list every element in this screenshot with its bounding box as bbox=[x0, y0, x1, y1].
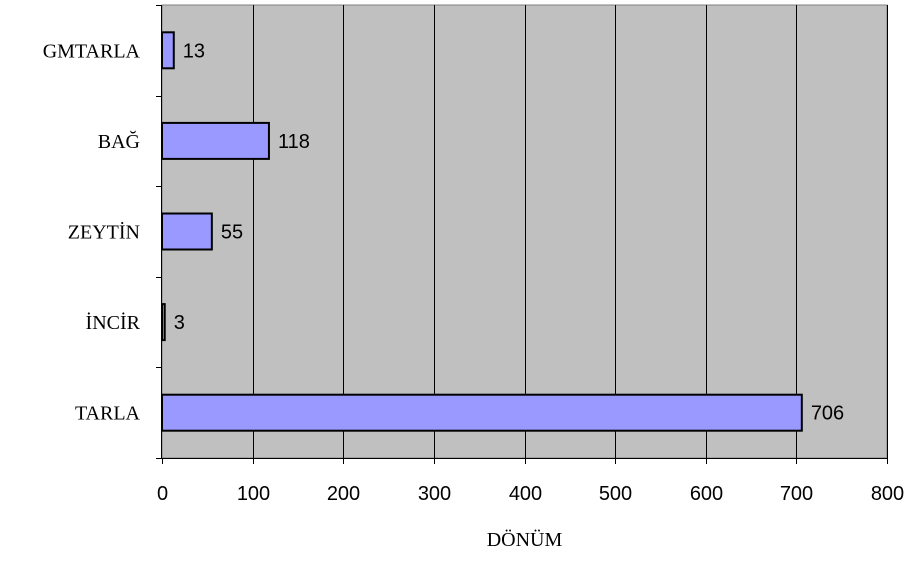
data-label: 13 bbox=[183, 40, 205, 62]
labels: 13 GMTARLA 118 BAĞ 55 ZEYTİN 3 İNCİR 706 TARLA 0 10… bbox=[43, 40, 904, 505]
gridlines bbox=[253, 5, 888, 458]
bar bbox=[161, 121, 270, 160]
x-tick-label: 400 bbox=[509, 483, 542, 505]
x-tick-label: 500 bbox=[599, 483, 632, 505]
category-label: ZEYTİN bbox=[68, 221, 140, 244]
bar bbox=[161, 393, 803, 432]
bar bbox=[161, 31, 175, 70]
category-label: TARLA bbox=[75, 403, 141, 425]
category-label: İNCİR bbox=[86, 311, 141, 334]
x-tick-label: 800 bbox=[871, 483, 904, 505]
x-tick-label: 600 bbox=[690, 483, 723, 505]
x-tick-label: 300 bbox=[418, 483, 451, 505]
x-tick-label: 100 bbox=[237, 483, 270, 505]
bars bbox=[161, 31, 803, 432]
bar bbox=[161, 212, 213, 251]
data-label: 118 bbox=[278, 131, 310, 153]
axes bbox=[156, 5, 888, 464]
data-label: 706 bbox=[811, 403, 844, 425]
category-label: GMTARLA bbox=[43, 40, 141, 62]
x-axis-title: DÖNÜM bbox=[487, 528, 563, 551]
category-label: BAĞ bbox=[98, 130, 140, 153]
x-tick-label: 0 bbox=[157, 483, 168, 505]
data-label: 55 bbox=[221, 222, 243, 244]
x-tick-label: 700 bbox=[780, 483, 813, 505]
plot-area bbox=[161, 4, 888, 459]
data-label: 3 bbox=[174, 312, 185, 334]
bar bbox=[161, 303, 166, 342]
x-tick-label: 200 bbox=[327, 483, 360, 505]
